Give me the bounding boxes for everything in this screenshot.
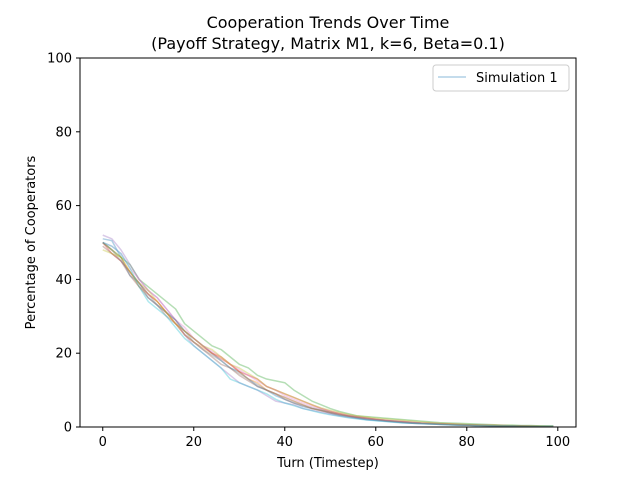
x-tick-label: 40 [276,435,293,450]
simulation-line-1 [102,238,554,428]
x-tick-label: 20 [185,435,202,450]
simulation-line-7 [102,241,554,428]
simulation-line-10 [102,241,554,428]
y-tick-label: 100 [47,52,72,67]
simulation-line-3 [102,241,554,427]
simulation-line-8 [102,241,554,428]
y-tick-label: 40 [55,273,72,288]
y-axis-label: Percentage of Cooperators [24,155,39,329]
x-tick-label: 100 [545,435,570,450]
simulation-line-5 [102,234,554,428]
y-tick-label: 60 [55,199,72,214]
x-axis-label: Turn (Timestep) [276,456,379,471]
simulation-line-2 [102,241,554,428]
legend: Simulation 1 [432,64,570,92]
simulation-line-4 [102,242,554,428]
series-layer [102,234,554,428]
tick-layer: 0 20 40 60 80 100 0 20 40 60 80 100 [47,52,570,451]
chart-subtitle: (Payoff Strategy, Matrix M1, k=6, Beta=0… [151,34,505,53]
y-tick-label: 0 [64,421,72,436]
simulation-line-6 [102,245,554,428]
y-tick-label: 20 [55,347,72,362]
plot-frame [79,57,577,428]
chart-title: Cooperation Trends Over Time [207,13,450,32]
x-tick-label: 0 [99,435,107,450]
legend-box [432,64,570,92]
x-tick-label: 80 [459,435,476,450]
y-tick-label: 80 [55,125,72,140]
legend-label: Simulation 1 [476,71,558,86]
x-tick-label: 60 [368,435,385,450]
simulation-line-9 [102,249,554,428]
